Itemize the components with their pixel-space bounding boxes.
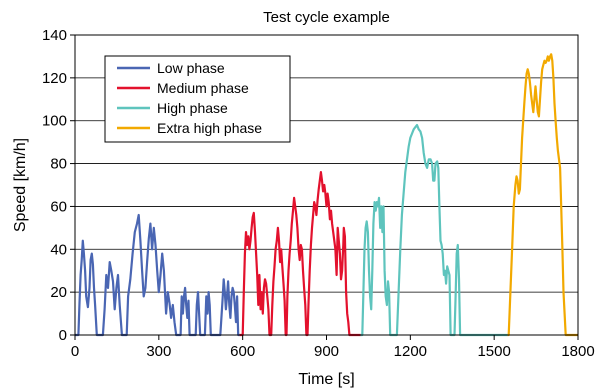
x-tick-label: 900	[314, 343, 339, 360]
x-axis-title: Time [s]	[298, 371, 354, 388]
y-tick-label: 140	[42, 27, 67, 44]
y-tick-label: 60	[50, 198, 67, 215]
x-tick-label: 1800	[561, 343, 594, 360]
y-tick-label: 100	[42, 113, 67, 130]
legend-label-0: Low phase	[157, 60, 225, 76]
y-tick-label: 40	[50, 241, 67, 258]
y-tick-label: 0	[59, 327, 67, 344]
series-line-0	[75, 213, 240, 337]
chart-title: Test cycle example	[263, 9, 390, 26]
series-line-1	[239, 171, 361, 337]
y-tick-label: 80	[50, 156, 67, 173]
x-tick-label: 600	[230, 343, 255, 360]
x-tick-label: 300	[146, 343, 171, 360]
series-line-2	[360, 123, 508, 337]
series-line-3	[507, 53, 578, 337]
y-tick-label: 120	[42, 70, 67, 87]
x-tick-label: 0	[71, 343, 79, 360]
x-tick-label: 1500	[477, 343, 510, 360]
x-tick-label: 1200	[394, 343, 427, 360]
legend-label-2: High phase	[157, 100, 228, 116]
y-tick-label: 20	[50, 284, 67, 301]
legend: Low phase Medium phase High phase Extra hig…	[104, 55, 291, 143]
axis-ticks: 0 20 40 60 80 100 120 140 0 300 600 900 1200 1500 1800	[42, 27, 595, 360]
legend-label-3: Extra high phase	[157, 120, 262, 136]
legend-label-1: Medium phase	[157, 80, 249, 96]
y-axis-title: Speed [km/h]	[12, 138, 29, 232]
